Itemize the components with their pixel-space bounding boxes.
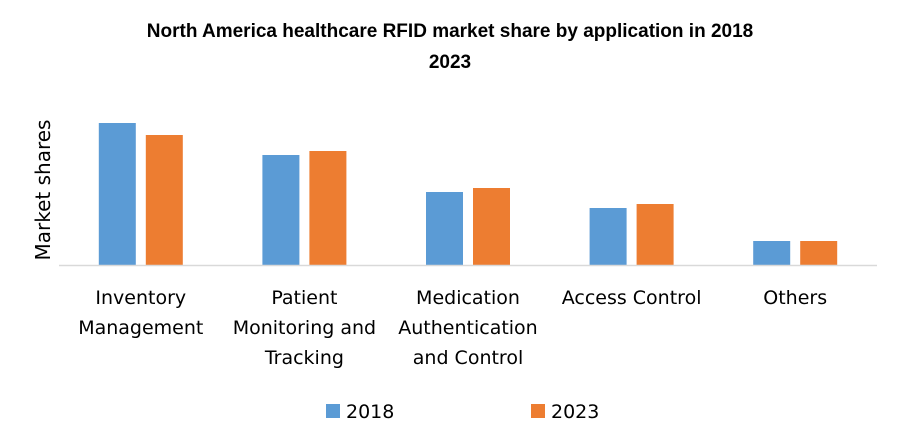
category-labels: Inventory Management Patient Monitoring and…: [78, 287, 827, 369]
bar-2023-3: [636, 204, 674, 265]
category-label: Monitoring and: [233, 317, 376, 339]
bars-group: [98, 123, 838, 265]
legend-swatch-2018: [326, 404, 340, 418]
category-label: Tracking: [264, 347, 344, 369]
category-label: Inventory: [95, 287, 186, 309]
bar-2018-2: [426, 192, 463, 265]
category-label: Others: [763, 287, 827, 309]
category-label: Authentication: [398, 317, 537, 339]
category-label: Access Control: [562, 287, 702, 309]
legend-swatch-2023: [531, 404, 545, 418]
bar-2018-4: [753, 241, 791, 265]
bar-2023-0: [145, 135, 183, 265]
legend: 2018 2023: [326, 401, 599, 423]
category-label: Medication: [416, 287, 520, 309]
bar-2023-2: [473, 188, 510, 265]
y-axis-label: Market shares: [31, 120, 55, 261]
bar-2023-1: [309, 151, 347, 265]
category-label: Patient: [271, 287, 337, 309]
bar-2018-0: [98, 123, 136, 265]
bar-2023-4: [800, 241, 838, 265]
category-label: Management: [78, 317, 203, 339]
category-label: and Control: [413, 347, 523, 369]
bar-2018-1: [262, 155, 300, 265]
legend-label-2023: 2023: [551, 401, 599, 423]
legend-label-2018: 2018: [346, 401, 394, 423]
chart-title-line-2: 2023: [429, 52, 471, 73]
chart-title-line-1: North America healthcare RFID market sha…: [147, 21, 753, 42]
bar-2018-3: [589, 208, 627, 265]
